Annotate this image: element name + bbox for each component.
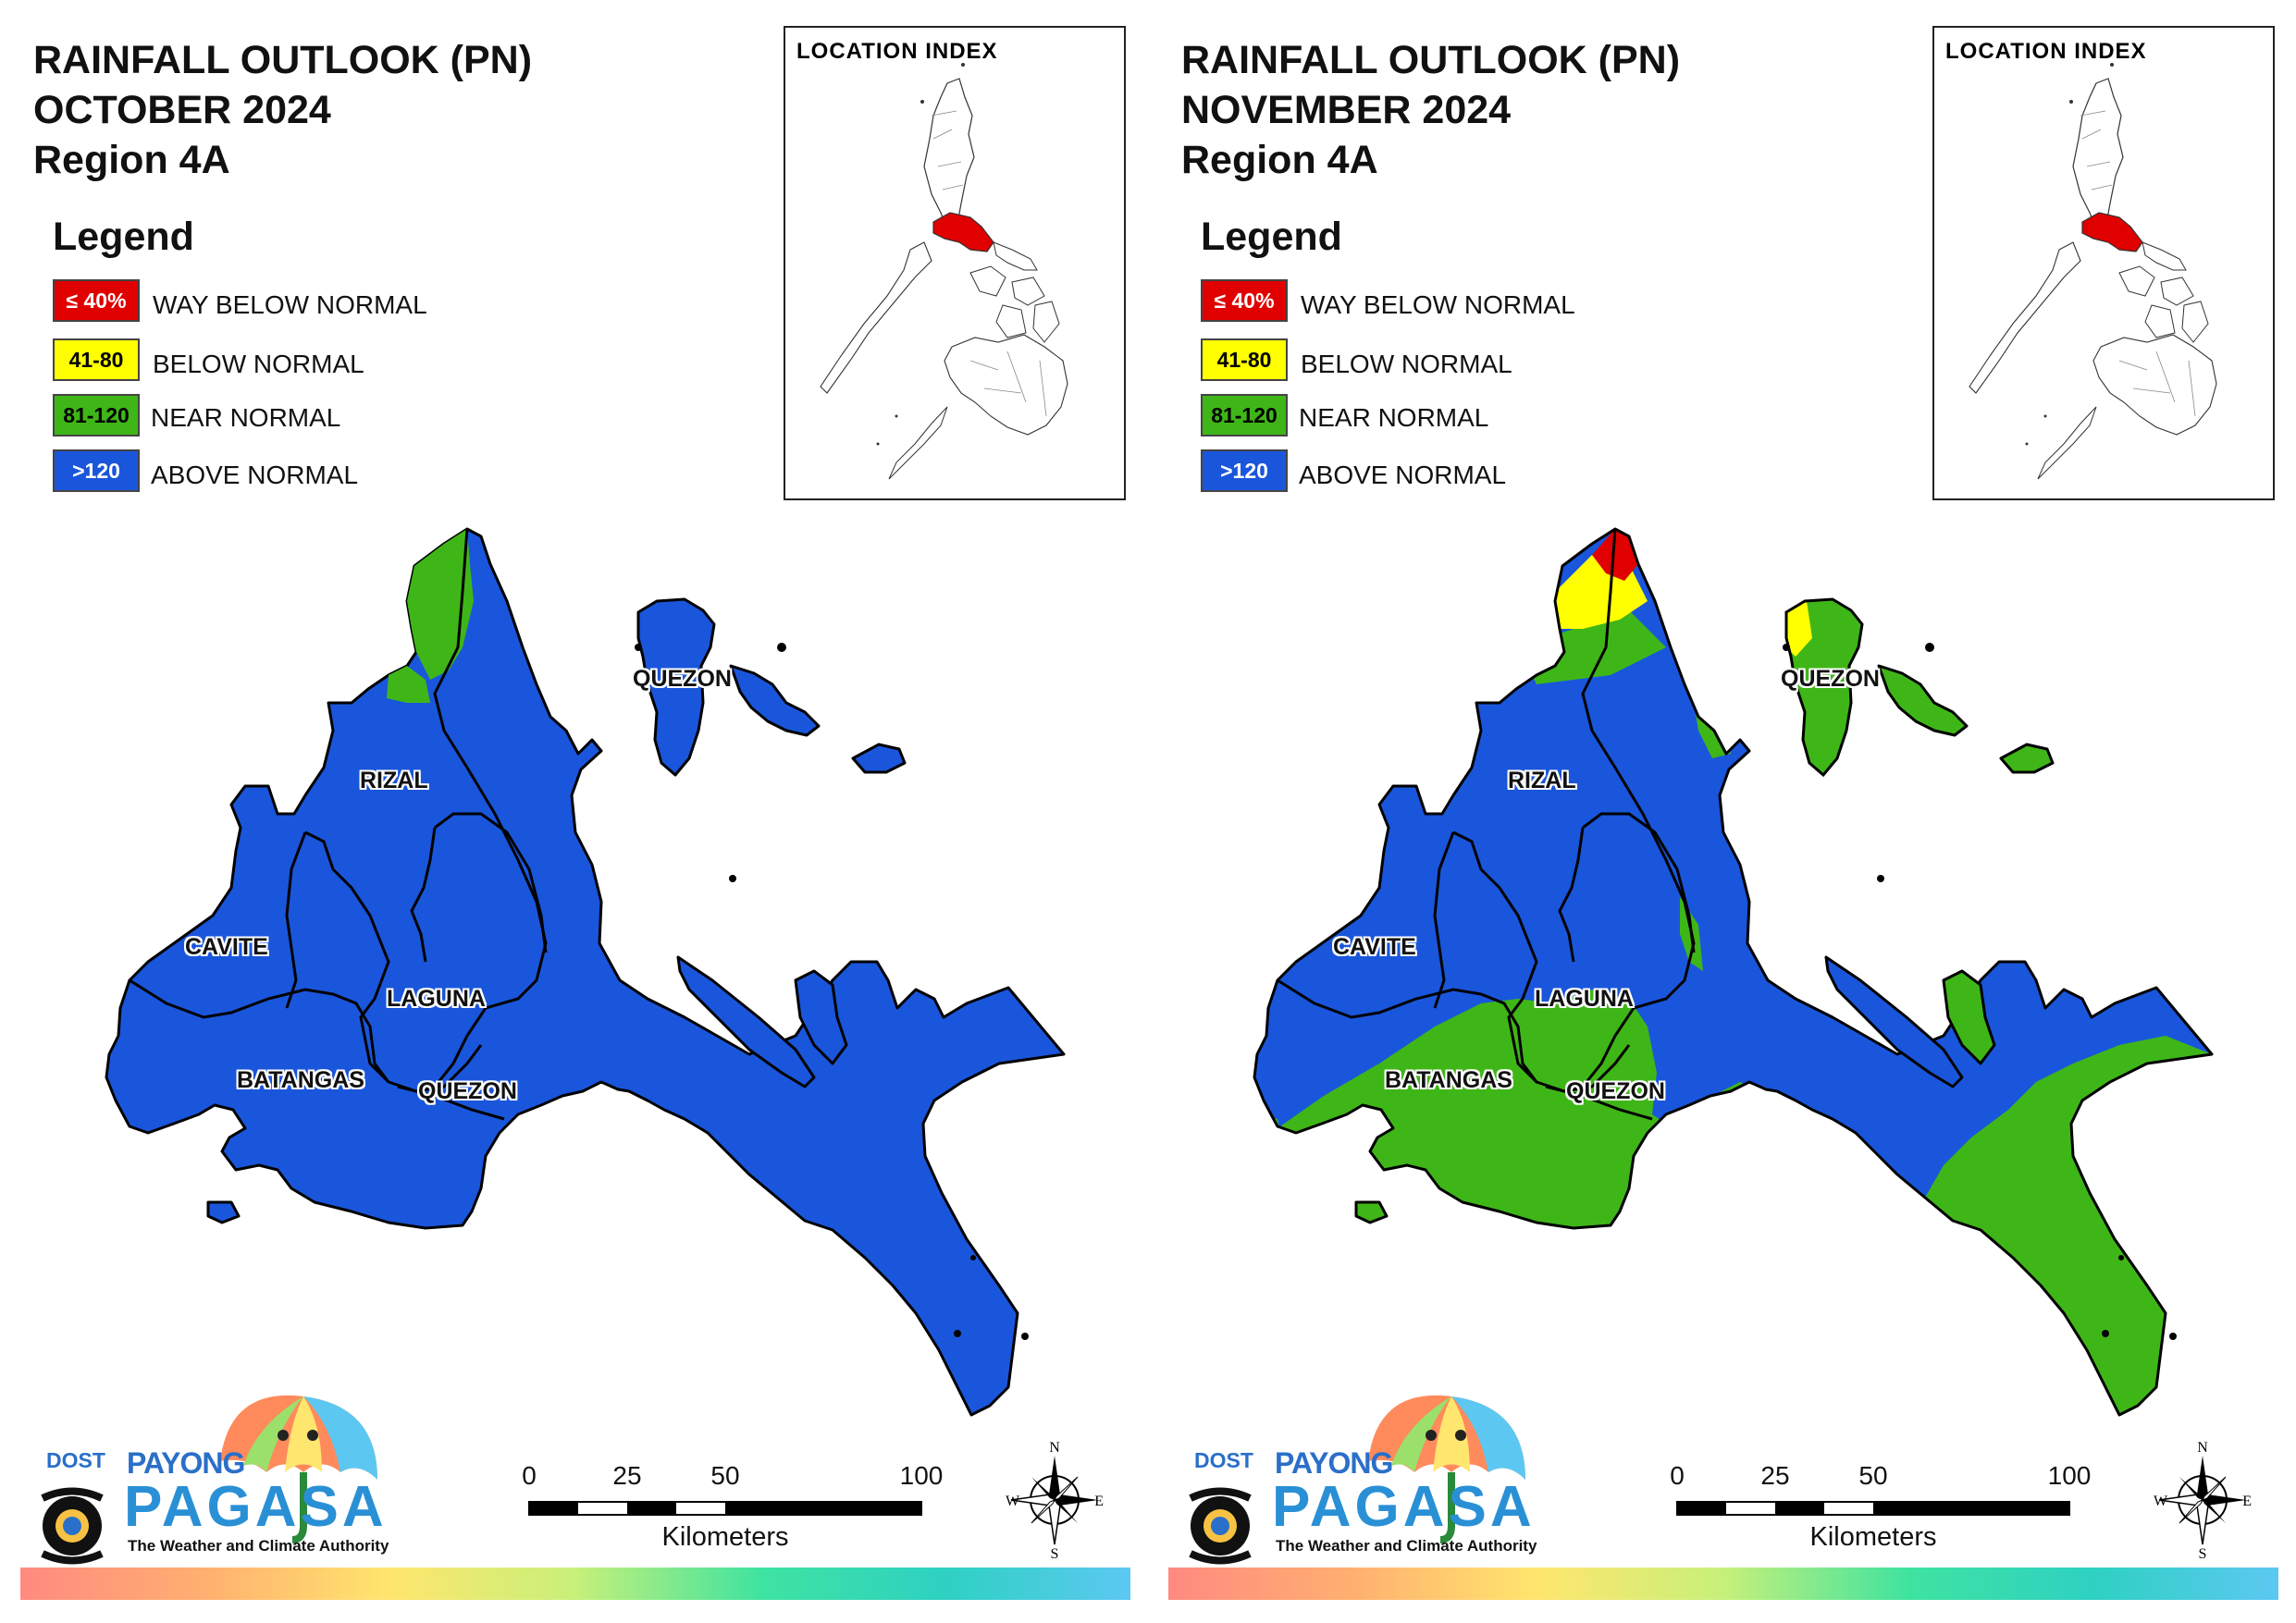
payong-pagasa-logo: DOST PAYONG PAGASA The Weather and Clima… — [35, 1387, 389, 1572]
scale-tick-25: 25 — [1760, 1461, 1790, 1490]
province-label-cavite: CAVITE — [185, 934, 268, 960]
logo-tagline: The Weather and Climate Authority — [128, 1537, 389, 1555]
province-label-cavite: CAVITE — [1333, 934, 1416, 960]
compass-w: W — [2154, 1494, 2168, 1509]
scale-tick-100: 100 — [2047, 1461, 2092, 1490]
umbrella-icon — [1189, 1395, 1525, 1565]
compass-n: N — [1049, 1441, 1060, 1456]
title-line-2: OCTOBER 2024 — [33, 88, 331, 132]
scale-tick-0: 0 — [522, 1461, 537, 1490]
compass-w: W — [1006, 1494, 1020, 1509]
province-label-quezon-south: QUEZON — [1566, 1078, 1665, 1104]
province-label-rizal: RIZAL — [360, 768, 428, 793]
payong-pagasa-logo: DOST PAYONG PAGASA The Weather and Clima… — [1183, 1387, 1537, 1572]
location-index-inset: LOCATION INDEX — [1932, 26, 2275, 500]
legend-label: NEAR NORMAL — [151, 403, 341, 432]
title-line-1: RAINFALL OUTLOOK (PN) — [33, 38, 533, 82]
scale-tick-100: 100 — [899, 1461, 944, 1490]
legend-swatch: >120 — [1201, 449, 1288, 492]
legend-swatch: ≤ 40% — [1201, 279, 1288, 322]
payong-text: PAYONG — [127, 1446, 245, 1480]
legend-swatch: 41-80 — [53, 338, 140, 381]
logo-tagline: The Weather and Climate Authority — [1276, 1537, 1537, 1555]
pagasa-text: PAGASA — [1272, 1475, 1536, 1539]
province-label-quezon-north: QUEZON — [633, 666, 732, 692]
compass-rose-icon: N E S W — [2152, 1440, 2253, 1562]
location-index-title: LOCATION INDEX — [1945, 39, 2147, 64]
scale-tick-25: 25 — [612, 1461, 642, 1490]
legend-label: WAY BELOW NORMAL — [1301, 290, 1575, 319]
province-label-batangas: BATANGAS — [237, 1067, 364, 1093]
legend-label: NEAR NORMAL — [1299, 403, 1489, 432]
province-label-quezon-south: QUEZON — [418, 1078, 517, 1104]
legend-title: Legend — [1201, 215, 1342, 259]
legend-swatch: >120 — [53, 449, 140, 492]
rainbow-footer-strip — [20, 1568, 1130, 1600]
legend-swatch: 81-120 — [1201, 394, 1288, 436]
scale-unit: Kilometers — [1809, 1522, 1937, 1552]
title-line-3: Region 4A — [33, 138, 230, 182]
scale-unit: Kilometers — [661, 1522, 789, 1552]
legend-label: ABOVE NORMAL — [151, 461, 359, 489]
dost-text: DOST — [46, 1448, 105, 1472]
location-index-title: LOCATION INDEX — [796, 39, 998, 64]
province-label-laguna: LAGUNA — [387, 986, 486, 1012]
compass-e: E — [2242, 1494, 2252, 1509]
scale-tick-50: 50 — [1858, 1461, 1888, 1490]
payong-text: PAYONG — [1275, 1446, 1393, 1480]
scale-bar: 0 25 50 100 Kilometers — [522, 1461, 943, 1554]
title-line-1: RAINFALL OUTLOOK (PN) — [1181, 38, 1681, 82]
legend-swatch: ≤ 40% — [53, 279, 140, 322]
compass-s: S — [1051, 1546, 1059, 1559]
region-4a-map — [105, 527, 1066, 1417]
map-title: RAINFALL OUTLOOK (PN) OCTOBER 2024 Regio… — [33, 35, 532, 185]
province-label-laguna: LAGUNA — [1535, 986, 1634, 1012]
philippines-outline-map — [820, 63, 1068, 480]
location-index-inset: LOCATION INDEX — [784, 26, 1126, 500]
compass-rose-icon: N E S W — [1004, 1440, 1105, 1562]
legend-label: ABOVE NORMAL — [1299, 461, 1507, 489]
province-label-rizal: RIZAL — [1508, 768, 1576, 793]
scale-bar-graphic — [528, 1501, 922, 1516]
umbrella-icon — [41, 1395, 377, 1565]
october-panel: RAINFALL OUTLOOK (PN) OCTOBER 2024 Regio… — [20, 26, 1130, 1600]
dost-text: DOST — [1194, 1448, 1253, 1472]
region-4a-map — [1253, 527, 2214, 1417]
map-title: RAINFALL OUTLOOK (PN) NOVEMBER 2024 Regi… — [1181, 35, 1680, 185]
compass-n: N — [2197, 1441, 2208, 1456]
province-label-batangas: BATANGAS — [1385, 1067, 1512, 1093]
legend-label: BELOW NORMAL — [1301, 350, 1512, 378]
rainbow-footer-strip — [1168, 1568, 2278, 1600]
legend-swatch: 81-120 — [53, 394, 140, 436]
legend-swatch: 41-80 — [1201, 338, 1288, 381]
scale-bar-graphic — [1676, 1501, 2070, 1516]
title-line-3: Region 4A — [1181, 138, 1378, 182]
province-label-quezon-north: QUEZON — [1781, 666, 1880, 692]
pagasa-text: PAGASA — [124, 1475, 388, 1539]
title-line-2: NOVEMBER 2024 — [1181, 88, 1512, 132]
legend-label: WAY BELOW NORMAL — [153, 290, 427, 319]
scale-bar: 0 25 50 100 Kilometers — [1670, 1461, 2091, 1554]
compass-e: E — [1094, 1494, 1104, 1509]
november-panel: RAINFALL OUTLOOK (PN) NOVEMBER 2024 Regi… — [1148, 0, 2296, 1623]
legend-label: BELOW NORMAL — [153, 350, 364, 378]
scale-tick-0: 0 — [1670, 1461, 1685, 1490]
legend-title: Legend — [53, 215, 194, 259]
scale-tick-50: 50 — [710, 1461, 740, 1490]
compass-s: S — [2199, 1546, 2207, 1559]
philippines-outline-map — [1969, 63, 2217, 480]
